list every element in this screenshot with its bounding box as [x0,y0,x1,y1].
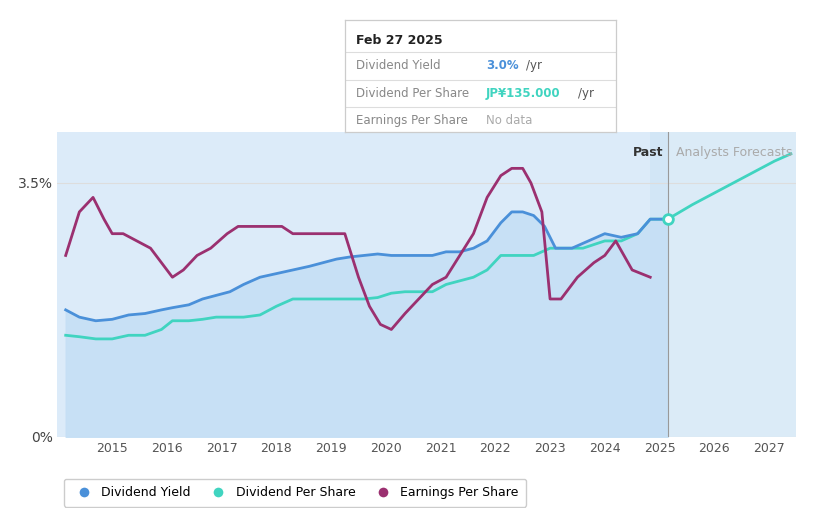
Text: Dividend Yield: Dividend Yield [355,59,440,73]
Text: /yr: /yr [578,87,594,101]
Text: Analysts Forecasts: Analysts Forecasts [676,146,792,159]
Text: Dividend Per Share: Dividend Per Share [355,87,469,101]
Text: 3.0%: 3.0% [486,59,518,73]
Text: Feb 27 2025: Feb 27 2025 [355,34,443,47]
Text: No data: No data [486,114,532,127]
Bar [650,132,796,437]
Text: /yr: /yr [526,59,543,73]
Text: JP¥135.000: JP¥135.000 [486,87,560,101]
Bar [57,132,667,437]
Text: Earnings Per Share: Earnings Per Share [355,114,467,127]
Text: Past: Past [633,146,663,159]
Legend: Dividend Yield, Dividend Per Share, Earnings Per Share: Dividend Yield, Dividend Per Share, Earn… [64,479,526,507]
